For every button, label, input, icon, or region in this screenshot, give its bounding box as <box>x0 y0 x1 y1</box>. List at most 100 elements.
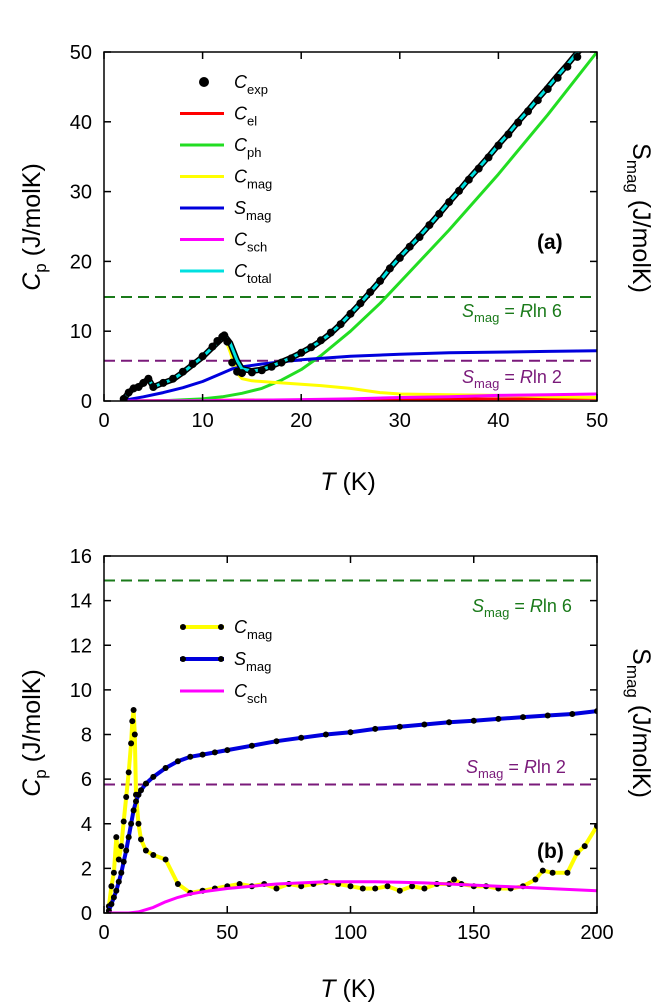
point-c-exp <box>395 253 404 262</box>
point-c-exp <box>385 264 394 273</box>
legend-marker <box>218 624 224 630</box>
point-s-mag <box>273 738 280 745</box>
point-c-exp <box>287 354 296 363</box>
panel-a-y-axis-label-left: Cp (J/molK) <box>18 163 50 291</box>
point-c-mag <box>138 836 144 843</box>
point-c-mag <box>421 885 428 892</box>
panel-b-x-axis-label: T (K) <box>320 975 376 1003</box>
panel-a-reference-lines <box>104 295 597 362</box>
point-c-mag <box>532 876 539 883</box>
point-c-exp <box>464 175 473 184</box>
point-c-mag <box>574 849 581 856</box>
point-s-mag <box>495 715 502 722</box>
legend-label: Ctotal <box>234 261 272 286</box>
point-c-exp <box>366 288 375 297</box>
point-c-exp <box>267 362 276 371</box>
point-c-mag <box>108 883 115 890</box>
series-c-total-outline <box>121 52 583 401</box>
legend-item-c-mag: Cmag <box>180 167 272 192</box>
point-c-exp <box>553 73 562 82</box>
point-c-mag <box>298 883 305 890</box>
series-s-mag <box>123 349 597 401</box>
point-c-exp <box>198 352 207 361</box>
point-c-mag <box>120 818 127 825</box>
point-c-exp <box>223 337 232 346</box>
panel-a-y-axis-label-right: Smag (J/molK) <box>623 143 655 293</box>
x-tick-label: 40 <box>487 410 509 432</box>
point-c-mag <box>162 856 169 863</box>
point-c-exp <box>484 153 493 162</box>
point-c-exp <box>257 366 266 375</box>
point-c-mag <box>110 869 117 876</box>
y-tick-label: 8 <box>81 725 92 747</box>
legend-label: Smag <box>234 198 271 223</box>
legend-marker <box>180 624 186 630</box>
point-s-mag <box>372 725 379 732</box>
legend-marker <box>218 656 224 662</box>
point-c-exp <box>425 221 434 230</box>
point-c-exp <box>149 383 158 391</box>
point-s-mag <box>113 887 120 894</box>
point-c-mag <box>384 883 391 890</box>
point-c-mag <box>372 885 379 892</box>
point-c-mag <box>347 883 354 890</box>
point-s-mag <box>115 878 122 885</box>
panel-a-x-axis-label: T (K) <box>320 468 376 496</box>
point-c-mag <box>539 867 546 874</box>
point-s-mag <box>322 731 329 738</box>
y-tick-label: 2 <box>81 858 92 880</box>
x-tick-label: 20 <box>290 410 312 432</box>
point-c-exp <box>346 309 355 318</box>
point-c-mag <box>150 852 157 858</box>
legend-marker <box>199 77 209 87</box>
point-s-mag <box>123 847 130 854</box>
point-c-mag <box>236 881 243 887</box>
point-s-mag <box>347 729 354 736</box>
point-c-exp <box>119 394 128 401</box>
point-s-mag <box>199 751 206 758</box>
point-s-mag <box>125 834 132 841</box>
point-s-mag <box>118 869 125 876</box>
legend-marker <box>180 656 186 662</box>
x-tick-label: 0 <box>98 410 109 432</box>
panel-b-reference-lines <box>104 579 597 786</box>
point-c-mag <box>581 843 588 850</box>
point-c-mag <box>125 769 132 776</box>
y-tick-label: 50 <box>70 42 92 64</box>
point-c-mag <box>130 707 137 713</box>
point-c-exp <box>415 233 424 241</box>
point-s-mag <box>150 773 157 780</box>
point-s-mag <box>248 742 255 749</box>
x-tick-label: 50 <box>216 922 238 944</box>
point-c-mag <box>549 869 556 876</box>
series-c-ph <box>123 52 597 401</box>
point-c-exp <box>159 378 168 387</box>
panel-b-axes <box>103 555 598 914</box>
point-c-exp <box>573 52 582 61</box>
point-s-mag <box>187 753 194 760</box>
panel-a-legend: Cexp Cel Cph Cmag Smag Csch Ctotal <box>180 72 272 286</box>
panel-a-axes <box>103 51 598 402</box>
point-c-exp <box>435 209 444 218</box>
point-c-exp <box>277 358 286 367</box>
y-tick-label: 0 <box>81 391 92 413</box>
panel-b-annotation-rln6: Smag = Rln 6 <box>472 596 572 620</box>
legend-label: Cexp <box>234 72 268 97</box>
legend-label: Csch <box>234 681 267 706</box>
legend-label: Cph <box>234 135 261 160</box>
point-c-exp <box>514 118 523 127</box>
y-tick-label: 16 <box>70 546 92 568</box>
y-tick-label: 30 <box>70 182 92 204</box>
point-c-exp <box>228 358 237 367</box>
legend-item-s-mag: Smag <box>180 649 271 674</box>
point-s-mag <box>174 758 181 765</box>
legend-item-c-mag: Cmag <box>180 617 272 642</box>
point-c-exp <box>178 367 187 376</box>
panel-a-tick-labels: 0 10 20 30 40 50 0 10 20 30 40 50 <box>70 42 608 432</box>
plot-frame <box>103 51 598 402</box>
legend-label: Smag <box>234 649 271 674</box>
point-c-mag <box>118 843 125 850</box>
point-c-mag <box>113 834 120 841</box>
x-tick-label: 10 <box>191 410 213 432</box>
